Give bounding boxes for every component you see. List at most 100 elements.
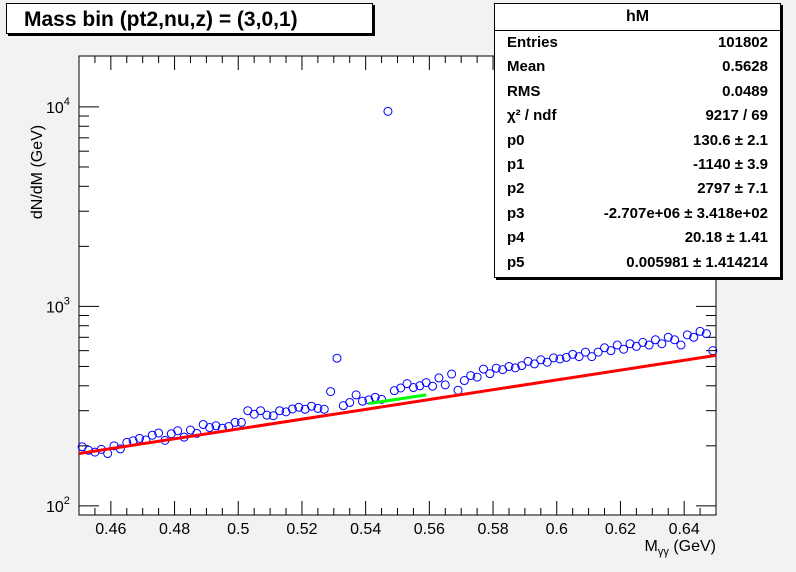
data-point	[262, 410, 272, 420]
data-point	[147, 430, 157, 440]
data-point	[504, 361, 514, 371]
data-point	[682, 330, 692, 340]
data-point	[663, 332, 673, 342]
y-tick-label: 103	[46, 295, 70, 316]
data-point	[357, 396, 367, 406]
data-point	[332, 353, 342, 363]
data-point	[587, 352, 597, 362]
stat-row: p0 130.6 ± 2.1	[495, 129, 780, 153]
stat-label: Mean	[507, 58, 546, 76]
y-tick-base: 10	[46, 100, 64, 117]
y-axis-title: dN/dM (GeV)	[29, 125, 46, 219]
data-point	[491, 363, 501, 373]
x-axis-title-unit: (GeV)	[669, 538, 716, 555]
y-tick-label: 104	[46, 96, 70, 117]
stat-label: p0	[507, 131, 525, 149]
stat-label: p3	[507, 204, 525, 222]
data-point	[644, 340, 654, 350]
stat-value: 101802	[717, 34, 768, 51]
data-point	[529, 359, 539, 369]
stat-row: χ² / ndf 9217 / 69	[495, 104, 780, 128]
fit-line	[78, 353, 717, 456]
data-point	[606, 346, 616, 356]
data-point	[510, 363, 520, 373]
data-point	[600, 343, 610, 353]
data-point	[319, 404, 329, 414]
data-point	[695, 326, 705, 336]
stat-label: Entries	[507, 34, 558, 51]
data-point	[434, 373, 444, 383]
data-point	[549, 353, 559, 363]
x-tick-label: 0.62	[605, 521, 636, 538]
stat-value: 0.5628	[722, 58, 768, 76]
data-point	[396, 383, 406, 393]
data-point	[345, 397, 355, 407]
stat-row: p4 20.18 ± 1.41	[495, 226, 780, 250]
data-point	[555, 354, 565, 364]
y-tick-exp: 2	[64, 495, 70, 507]
data-point	[676, 340, 686, 350]
y-tick-label: 102	[46, 495, 70, 516]
data-point	[173, 426, 183, 436]
data-point	[230, 417, 240, 427]
data-point	[154, 428, 164, 438]
peak-fit-line	[368, 393, 427, 405]
x-tick-label: 0.56	[414, 521, 445, 538]
x-axis-title-sub: γγ	[658, 546, 670, 558]
x-axis-title: Mγγ (GeV)	[645, 538, 716, 558]
data-point	[593, 347, 603, 357]
data-points	[77, 106, 718, 459]
data-point	[478, 364, 488, 374]
data-point	[536, 355, 546, 365]
x-tick-label: 0.5	[227, 521, 249, 538]
data-point	[568, 349, 578, 359]
stats-box: hM Entries 101802 Mean 0.5628 RMS 0.0489 χ² / …	[494, 3, 781, 278]
data-point	[517, 361, 527, 371]
histogram-title: Mass bin (pt2,nu,z) = (3,0,1)	[6, 3, 373, 34]
stat-value: 0.005981 ± 1.414214	[626, 253, 768, 271]
x-tick-label: 0.6	[546, 521, 568, 538]
stat-value: 20.18 ± 1.41	[684, 229, 768, 247]
data-point	[485, 369, 495, 379]
stat-label: p1	[507, 155, 525, 173]
y-tick-exp: 3	[64, 295, 70, 307]
x-tick-label: 0.52	[286, 521, 317, 538]
stat-row: p3 -2.707e+06 ± 3.418e+02	[495, 202, 780, 226]
data-point	[326, 387, 336, 397]
stat-label: p2	[507, 180, 525, 198]
stats-box-title: hM	[495, 4, 780, 31]
data-point	[619, 344, 629, 354]
data-point	[523, 356, 533, 366]
stat-row: p2 2797 ± 7.1	[495, 177, 780, 201]
stat-value: 9217 / 69	[705, 107, 768, 125]
data-point	[313, 403, 323, 413]
stat-value: 2797 ± 7.1	[697, 180, 768, 198]
x-axis-title-main: M	[645, 538, 658, 555]
data-point	[389, 386, 399, 396]
stat-value: -2.707e+06 ± 3.418e+02	[603, 204, 768, 222]
data-point	[650, 335, 660, 345]
x-tick-label: 0.46	[95, 521, 126, 538]
data-point	[256, 406, 266, 416]
data-point	[364, 395, 374, 405]
data-point	[383, 106, 393, 116]
stat-row: p5 0.005981 ± 1.414214	[495, 251, 780, 275]
x-tick-labels: 0.46 0.48 0.5 0.52 0.54 0.56 0.58 0.6 0.62 0.64	[95, 521, 700, 538]
x-tick-label: 0.58	[477, 521, 508, 538]
data-point	[275, 406, 285, 416]
x-tick-label: 0.48	[159, 521, 190, 538]
data-point	[351, 390, 361, 400]
stat-row: RMS 0.0489	[495, 80, 780, 104]
y-tick-base: 10	[46, 299, 64, 316]
data-point	[689, 332, 699, 342]
data-point	[268, 411, 278, 421]
data-point	[580, 347, 590, 357]
data-point	[670, 335, 680, 345]
data-point	[574, 352, 584, 362]
stat-label: p4	[507, 229, 525, 247]
data-point	[625, 339, 635, 349]
x-tick-label: 0.64	[669, 521, 700, 538]
data-point	[472, 372, 482, 382]
data-point	[542, 357, 552, 367]
